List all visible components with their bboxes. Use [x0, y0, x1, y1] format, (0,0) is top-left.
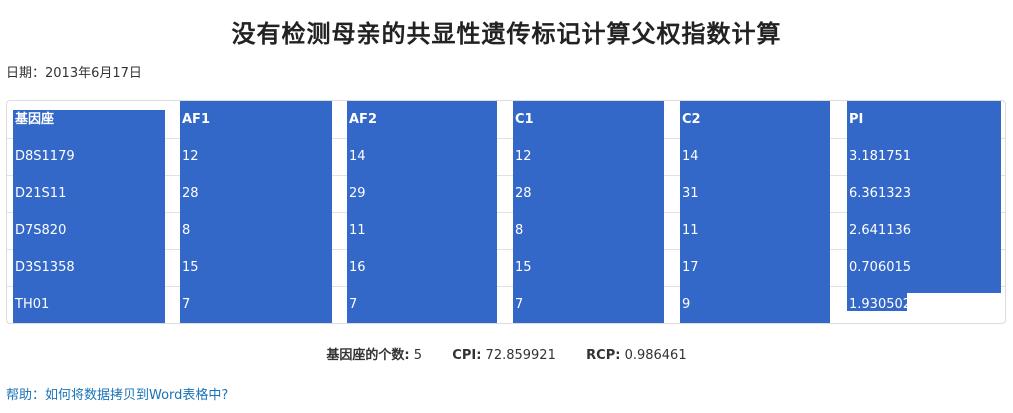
rcp-label: RCP:	[586, 348, 621, 363]
row-divider	[7, 175, 1005, 176]
table-cell: 8	[182, 223, 191, 238]
selection-highlight	[13, 110, 165, 323]
table-cell: 12	[182, 149, 199, 164]
table-cell: D8S1179	[15, 149, 75, 164]
column-locus[interactable]: 基因座 D8S1179 D21S11 D7S820 D3S1358 TH01	[13, 101, 165, 323]
table-cell: 2.641136	[849, 223, 912, 238]
row-divider	[7, 212, 1005, 213]
table-cell: 7	[182, 297, 191, 312]
column-pi[interactable]: PI 3.181751 6.361323 2.641136 0.706015 1…	[847, 101, 1003, 323]
row-divider	[7, 286, 1005, 287]
date-value: 2013年6月17日	[45, 66, 142, 81]
page-title: 没有检测母亲的共显性遗传标记计算父权指数计算	[231, 19, 782, 48]
header-c2: C2	[682, 112, 701, 127]
header-pi: PI	[849, 112, 864, 127]
table-cell: 15	[515, 260, 532, 275]
column-c2[interactable]: C2 14 31 11 17 9	[680, 101, 830, 323]
selection-highlight	[847, 101, 1001, 293]
table-cell: 15	[182, 260, 199, 275]
table-cell: 31	[682, 186, 699, 201]
table-cell: 14	[349, 149, 366, 164]
rcp-value: 0.986461	[624, 348, 687, 363]
column-af1[interactable]: AF1 12 28 8 15 7	[180, 101, 332, 323]
column-af2[interactable]: AF2 14 29 11 16 7	[347, 101, 497, 323]
help-link[interactable]: 帮助：如何将数据拷贝到Word表格中?	[6, 388, 229, 403]
table-cell: 12	[515, 149, 532, 164]
row-divider	[7, 138, 1005, 139]
header-c1: C1	[515, 112, 534, 127]
table-cell: 3.181751	[849, 149, 912, 164]
cpi-label: CPI:	[452, 348, 482, 363]
table-cell: 0.706015	[849, 260, 912, 275]
table-cell: 16	[349, 260, 366, 275]
results-table[interactable]: 基因座 D8S1179 D21S11 D7S820 D3S1358 TH01 A…	[6, 100, 1006, 324]
table-cell: D21S11	[15, 186, 67, 201]
table-cell: 7	[349, 297, 358, 312]
header-af2: AF2	[349, 112, 377, 127]
date-line: 日期：2013年6月17日	[6, 62, 142, 81]
table-cell: 17	[682, 260, 699, 275]
selection-highlight	[180, 101, 332, 323]
date-label: 日期：	[6, 66, 46, 81]
table-cell: 1.930502	[849, 297, 912, 312]
summary-line: 基因座的个数: 5 CPI: 72.859921 RCP: 0.986461	[0, 344, 1013, 363]
cpi-value: 72.859921	[485, 348, 556, 363]
table-cell: 28	[182, 186, 199, 201]
column-c1[interactable]: C1 12 28 8 15 7	[513, 101, 664, 323]
selection-highlight	[513, 101, 664, 323]
table-cell: 14	[682, 149, 699, 164]
table-cell: 8	[515, 223, 524, 238]
table-cell: 9	[682, 297, 691, 312]
table-cell: 29	[349, 186, 366, 201]
locus-count-value: 5	[413, 348, 423, 363]
header-af1: AF1	[182, 112, 210, 127]
selection-highlight-tail	[847, 293, 907, 311]
table-cell: 11	[349, 223, 366, 238]
table-cell: 11	[682, 223, 699, 238]
header-locus: 基因座	[15, 112, 55, 127]
row-divider	[7, 249, 1005, 250]
table-cell: D3S1358	[15, 260, 75, 275]
table-cell: D7S820	[15, 223, 67, 238]
table-cell: TH01	[15, 297, 50, 312]
selection-highlight	[347, 101, 497, 323]
table-cell: 7	[515, 297, 524, 312]
table-cell: 6.361323	[849, 186, 912, 201]
selection-highlight	[680, 101, 830, 323]
locus-count-label: 基因座的个数:	[326, 348, 410, 363]
table-cell: 28	[515, 186, 532, 201]
